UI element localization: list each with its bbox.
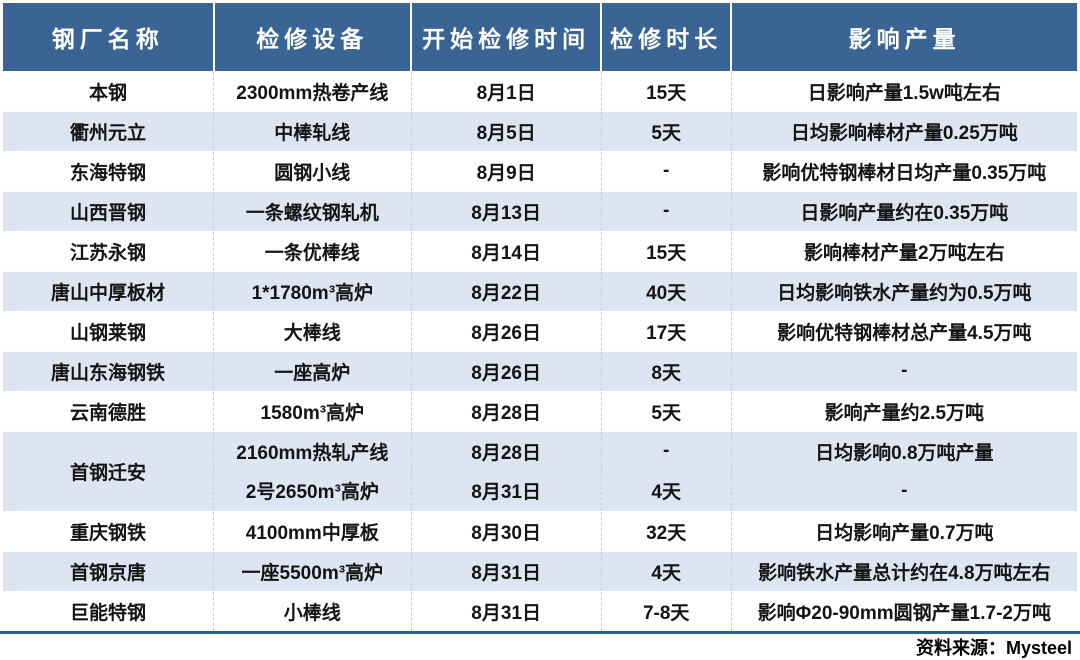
duration-cell: 32天 (600, 510, 732, 551)
table-row: 云南德胜 1580m³高炉 8月28日 5天 影响产量约2.5万吨 (3, 390, 1077, 431)
duration-cell: 5天 (600, 110, 732, 151)
start-cell: 8月30日 (410, 510, 602, 551)
mill-name-cell: 山西晋钢 (3, 190, 214, 231)
impact-cell: 日均影响铁水产量约为0.5万吨 (730, 270, 1077, 311)
start-cell: 8月26日 (410, 310, 602, 351)
column-header-impact: 影响产量 (730, 3, 1077, 71)
impact-cell: 影响棒材产量2万吨左右 (730, 230, 1077, 271)
table-row: 东海特钢 圆钢小线 8月9日 - 影响优特钢棒材日均产量0.35万吨 (3, 150, 1077, 191)
start-cell: 8月9日 (410, 150, 602, 191)
mill-name-cell: 首钢京唐 (3, 550, 214, 591)
device-cell: 小棒线 (213, 590, 412, 631)
table-row: 本钢 2300mm热卷产线 8月1日 15天 日影响产量1.5w吨左右 (3, 70, 1077, 111)
column-header-mill: 钢厂名称 (3, 3, 214, 71)
device-cell: 一座高炉 (213, 350, 412, 391)
start-cell: 8月14日 (410, 230, 602, 271)
device-cell: 2300mm热卷产线 (213, 70, 412, 111)
impact-cell: 影响优特钢棒材日均产量0.35万吨 (730, 150, 1077, 191)
start-cell: 8月5日 (410, 110, 602, 151)
table-row: 唐山东海钢铁 一座高炉 8月26日 8天 - (3, 350, 1077, 391)
duration-cell: - (600, 150, 732, 191)
start-cell: 8月28日 (410, 390, 602, 431)
maintenance-table: 钢厂名称 检修设备 开始检修时间 检修时长 影响产量 本钢 2300mm热卷产线 8… (3, 3, 1077, 631)
column-header-device: 检修设备 (212, 3, 412, 71)
table-row: 江苏永钢 一条优棒线 8月14日 15天 影响棒材产量2万吨左右 (3, 230, 1077, 271)
table-bottom-rule (0, 631, 1080, 634)
device-cell: 一座5500m³高炉 (213, 550, 412, 591)
duration-cell: 17天 (600, 310, 732, 351)
mill-name-cell: 唐山中厚板材 (3, 270, 214, 311)
device-cell: 4100mm中厚板 (213, 510, 412, 551)
table-row: 首钢京唐 一座5500m³高炉 8月31日 4天 影响铁水产量总计约在4.8万吨左右 (3, 550, 1077, 591)
mill-name-cell: 衢州元立 (3, 110, 214, 151)
table-row: 重庆钢铁 4100mm中厚板 8月30日 32天 日均影响产量0.7万吨 (3, 510, 1077, 551)
start-cell: 8月26日 (410, 350, 602, 391)
impact-cell: 日均影响棒材产量0.25万吨 (730, 110, 1077, 151)
table-header: 钢厂名称 检修设备 开始检修时间 检修时长 影响产量 (3, 3, 1077, 71)
duration-cell: 15天 (600, 230, 732, 271)
mill-name-cell: 江苏永钢 (3, 230, 214, 271)
impact-cell: 影响优特钢棒材总产量4.5万吨 (730, 310, 1077, 351)
duration-cell: 8天 (600, 350, 732, 391)
impact-cell: 日影响产量1.5w吨左右 (730, 70, 1077, 111)
impact-cell: - (730, 350, 1077, 391)
impact-cell: 日均影响产量0.7万吨 (730, 510, 1077, 551)
header-row: 钢厂名称 检修设备 开始检修时间 检修时长 影响产量 (3, 3, 1077, 71)
impact-cell: 日影响产量约在0.35万吨 (730, 190, 1077, 231)
device-cell: 一条螺纹钢轧机 (213, 190, 412, 231)
table-row: 山西晋钢 一条螺纹钢轧机 8月13日 - 日影响产量约在0.35万吨 (3, 190, 1077, 231)
table-row: 首钢迁安 2160mm热轧产线 8月28日 - 日均影响0.8万吨产量 (3, 430, 1077, 511)
start-cell: 8月31日 (410, 471, 602, 511)
duration-cell: 40天 (600, 270, 732, 311)
column-header-start: 开始检修时间 (410, 3, 602, 71)
column-header-duration: 检修时长 (600, 3, 732, 71)
mill-name-cell: 巨能特钢 (3, 590, 214, 631)
mill-name-cell: 首钢迁安 (3, 430, 214, 511)
start-cell: 8月22日 (410, 270, 602, 311)
duration-cell: 4天 (600, 471, 732, 511)
mill-name-cell: 云南德胜 (3, 390, 214, 431)
device-cell: 中棒轧线 (213, 110, 412, 151)
mill-name-cell: 本钢 (3, 70, 214, 111)
duration-cell: 5天 (600, 390, 732, 431)
duration-cell: - (600, 190, 732, 231)
table-row: 山钢莱钢 大棒线 8月26日 17天 影响优特钢棒材总产量4.5万吨 (3, 310, 1077, 351)
device-cell: 圆钢小线 (213, 150, 412, 191)
source-bar: 资料来源：Mysteel (0, 634, 1080, 660)
mill-name-cell: 东海特钢 (3, 150, 214, 191)
duration-cell: 15天 (600, 70, 732, 111)
source-note: 资料来源：Mysteel (915, 638, 1072, 658)
table-row: 衢州元立 中棒轧线 8月5日 5天 日均影响棒材产量0.25万吨 (3, 110, 1077, 151)
table-row: 唐山中厚板材 1*1780m³高炉 8月22日 40天 日均影响铁水产量约为0.5万吨 (3, 270, 1077, 311)
start-cell: 8月28日 (410, 430, 602, 471)
impact-cell: 日均影响0.8万吨产量 (730, 430, 1077, 471)
start-cell: 8月1日 (410, 70, 602, 111)
device-cell: 一条优棒线 (213, 230, 412, 271)
impact-cell: - (730, 471, 1077, 511)
start-cell: 8月13日 (410, 190, 602, 231)
impact-cell: 影响Φ20-90mm圆钢产量1.7-2万吨 (730, 590, 1077, 631)
mill-name-cell: 重庆钢铁 (3, 510, 214, 551)
device-cell: 1580m³高炉 (213, 390, 412, 431)
table-body: 本钢 2300mm热卷产线 8月1日 15天 日影响产量1.5w吨左右 衢州元立 中棒轧线 8… (3, 70, 1077, 631)
device-cell: 2160mm热轧产线 (213, 430, 412, 471)
start-cell: 8月31日 (410, 550, 602, 591)
impact-cell: 影响铁水产量总计约在4.8万吨左右 (730, 550, 1077, 591)
device-cell: 1*1780m³高炉 (213, 270, 412, 311)
device-cell: 2号2650m³高炉 (213, 471, 412, 511)
mill-name-cell: 山钢莱钢 (3, 310, 214, 351)
table-row: 2号2650m³高炉 8月31日 4天 - (3, 471, 1077, 511)
duration-cell: - (600, 430, 732, 471)
device-cell: 大棒线 (213, 310, 412, 351)
start-cell: 8月31日 (410, 590, 602, 631)
table-row: 巨能特钢 小棒线 8月31日 7-8天 影响Φ20-90mm圆钢产量1.7-2万吨 (3, 590, 1077, 631)
impact-cell: 影响产量约2.5万吨 (730, 390, 1077, 431)
mill-name-cell: 唐山东海钢铁 (3, 350, 214, 391)
duration-cell: 4天 (600, 550, 732, 591)
duration-cell: 7-8天 (600, 590, 732, 631)
